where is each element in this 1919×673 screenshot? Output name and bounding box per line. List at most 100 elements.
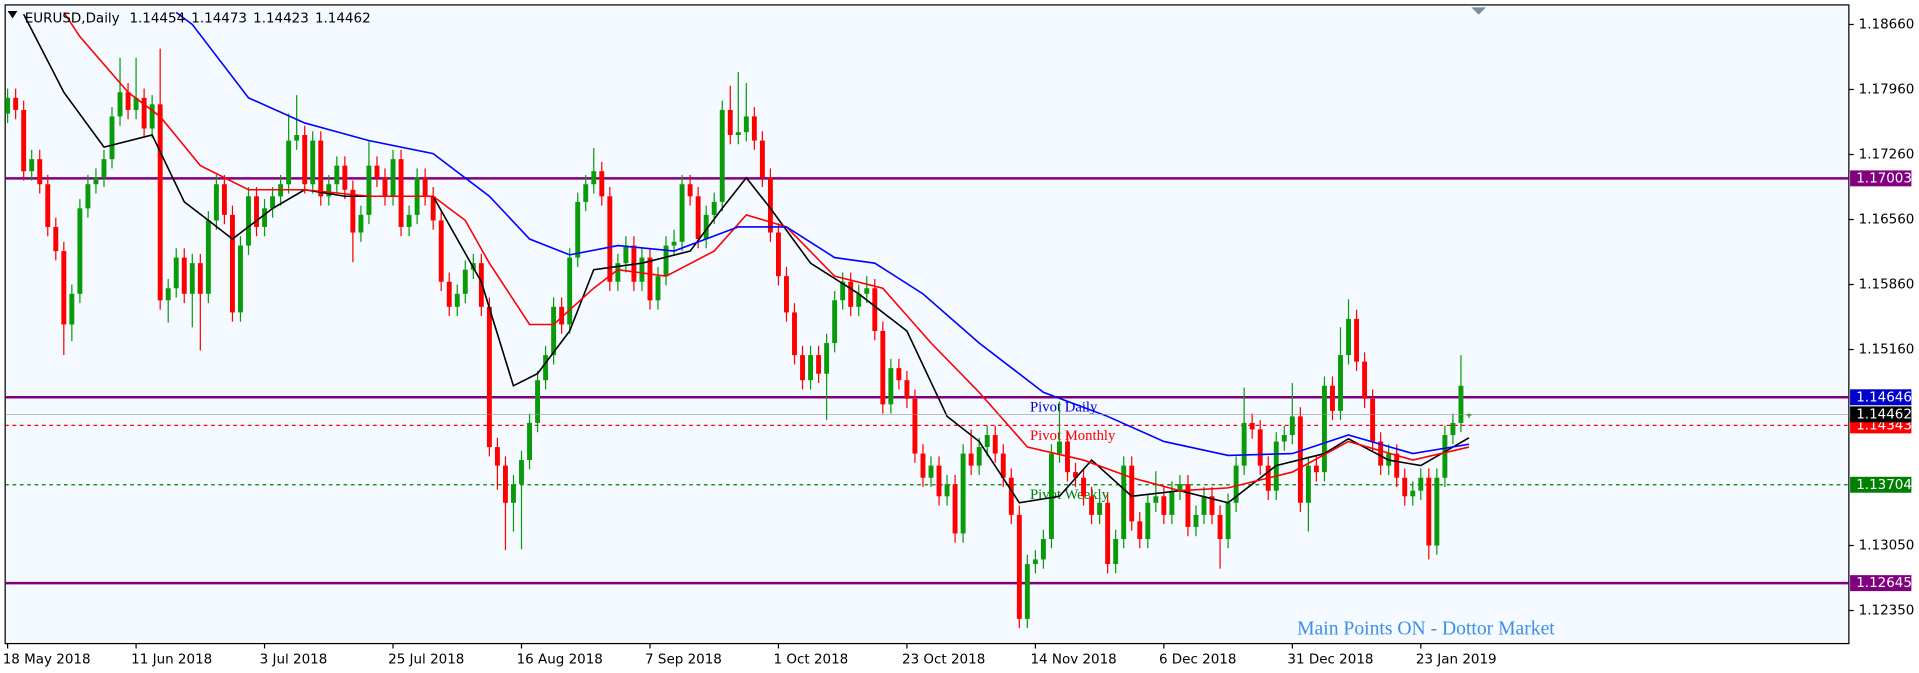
candle-body (543, 355, 549, 381)
candle-body (864, 288, 870, 294)
y-tick-label: 1.13050 (1859, 538, 1915, 554)
candle-body (639, 257, 645, 282)
candle-body (109, 116, 115, 160)
candle-body (1378, 441, 1384, 466)
high-value: 1.14473 (191, 10, 247, 26)
candle-body (824, 343, 830, 374)
candle-body (374, 165, 380, 178)
price-tag-label: 1.17003 (1856, 170, 1912, 186)
candle-body (1169, 490, 1175, 515)
candle-body (1442, 434, 1448, 478)
candle-body (784, 276, 789, 313)
y-tick-label: 1.15160 (1859, 342, 1915, 358)
candle-body (1289, 416, 1295, 435)
candle-body (173, 257, 179, 289)
candle-body (559, 306, 565, 325)
candle-body (205, 220, 211, 294)
candle-body (101, 159, 107, 178)
candle-body (29, 159, 35, 172)
y-tick-label: 1.12350 (1859, 603, 1915, 619)
candle-body (1313, 465, 1319, 473)
candle-body (1024, 564, 1030, 619)
candle-body (519, 460, 524, 485)
candle-body (1161, 496, 1167, 515)
x-tick-label: 3 Jul 2018 (260, 652, 328, 668)
candle-body (527, 422, 532, 461)
candle-body (623, 245, 629, 264)
candle-body (936, 465, 942, 497)
candle-body (904, 380, 910, 399)
y-tick-label: 1.16560 (1859, 212, 1915, 228)
x-tick-label: 18 May 2018 (3, 652, 91, 668)
candle-body (1209, 496, 1215, 515)
level-label: Pivot Monthly (1030, 428, 1116, 444)
candle-body (511, 484, 516, 503)
candle-body (326, 184, 332, 197)
candle-body (246, 196, 251, 246)
candle-body (262, 208, 268, 227)
candle-body (438, 220, 444, 282)
low-value: 1.14423 (253, 10, 309, 26)
plot-area (4, 4, 1850, 645)
candle-body (197, 263, 203, 294)
x-tick-label: 16 Aug 2018 (517, 652, 603, 668)
candle-body (37, 159, 43, 185)
candle-body (1201, 496, 1207, 515)
price-tag (1850, 406, 1912, 423)
candle-body (1394, 453, 1400, 478)
candle-body (294, 135, 300, 141)
candle-body (221, 184, 227, 215)
overlay-line (22, 13, 1470, 504)
candle-body (125, 92, 131, 110)
candle-body (751, 116, 757, 141)
x-tick-label: 23 Oct 2018 (902, 652, 985, 668)
candle-body (888, 368, 894, 405)
candle-body (310, 140, 316, 185)
price-tag (1850, 575, 1912, 592)
x-tick-label: 1 Oct 2018 (774, 652, 849, 668)
candle-body (808, 355, 814, 381)
candle-body (1225, 502, 1231, 540)
plot: Pivot Daily Pivot Monthly Pivot Weekly (5, 11, 1849, 629)
candle-body (286, 140, 292, 185)
candle-body (872, 288, 878, 331)
candle-body (270, 196, 276, 209)
candle-body (727, 109, 733, 136)
candle-body (486, 306, 492, 448)
candle-body (1249, 422, 1255, 430)
candle-body (960, 453, 966, 534)
candle-body (1410, 490, 1416, 497)
candle-body (1426, 477, 1432, 546)
candle-body (567, 257, 573, 325)
y-tick-label: 1.17260 (1859, 147, 1915, 163)
candle-body (1097, 502, 1103, 515)
candle-body (1081, 477, 1087, 497)
price-tag-label: 1.13704 (1856, 477, 1912, 493)
symbol: EURUSD,Daily (25, 10, 120, 26)
level-label: Pivot Weekly (1030, 487, 1110, 503)
candle-body (575, 201, 581, 258)
candle-body (687, 184, 693, 197)
candle-body (1402, 477, 1408, 497)
candle-body (1241, 422, 1247, 466)
candle-body (1305, 465, 1311, 503)
candle-body (1048, 453, 1054, 540)
candle-body (1105, 502, 1111, 565)
candle-body (816, 355, 822, 374)
candle-body (599, 171, 605, 197)
candle-body (53, 226, 59, 252)
candle-body (181, 257, 187, 294)
candle-body (1089, 496, 1095, 515)
candle-body (165, 288, 171, 301)
candle-body (792, 312, 797, 356)
candle-body (398, 159, 404, 227)
candle-body (711, 201, 717, 215)
candle-body (382, 177, 388, 197)
candle-body (655, 276, 661, 301)
candle-body (350, 189, 356, 233)
candle-body (69, 293, 75, 325)
candle-body (318, 140, 324, 197)
x-tick-label: 25 Jul 2018 (388, 652, 464, 668)
level-label: Pivot Daily (1030, 400, 1098, 416)
